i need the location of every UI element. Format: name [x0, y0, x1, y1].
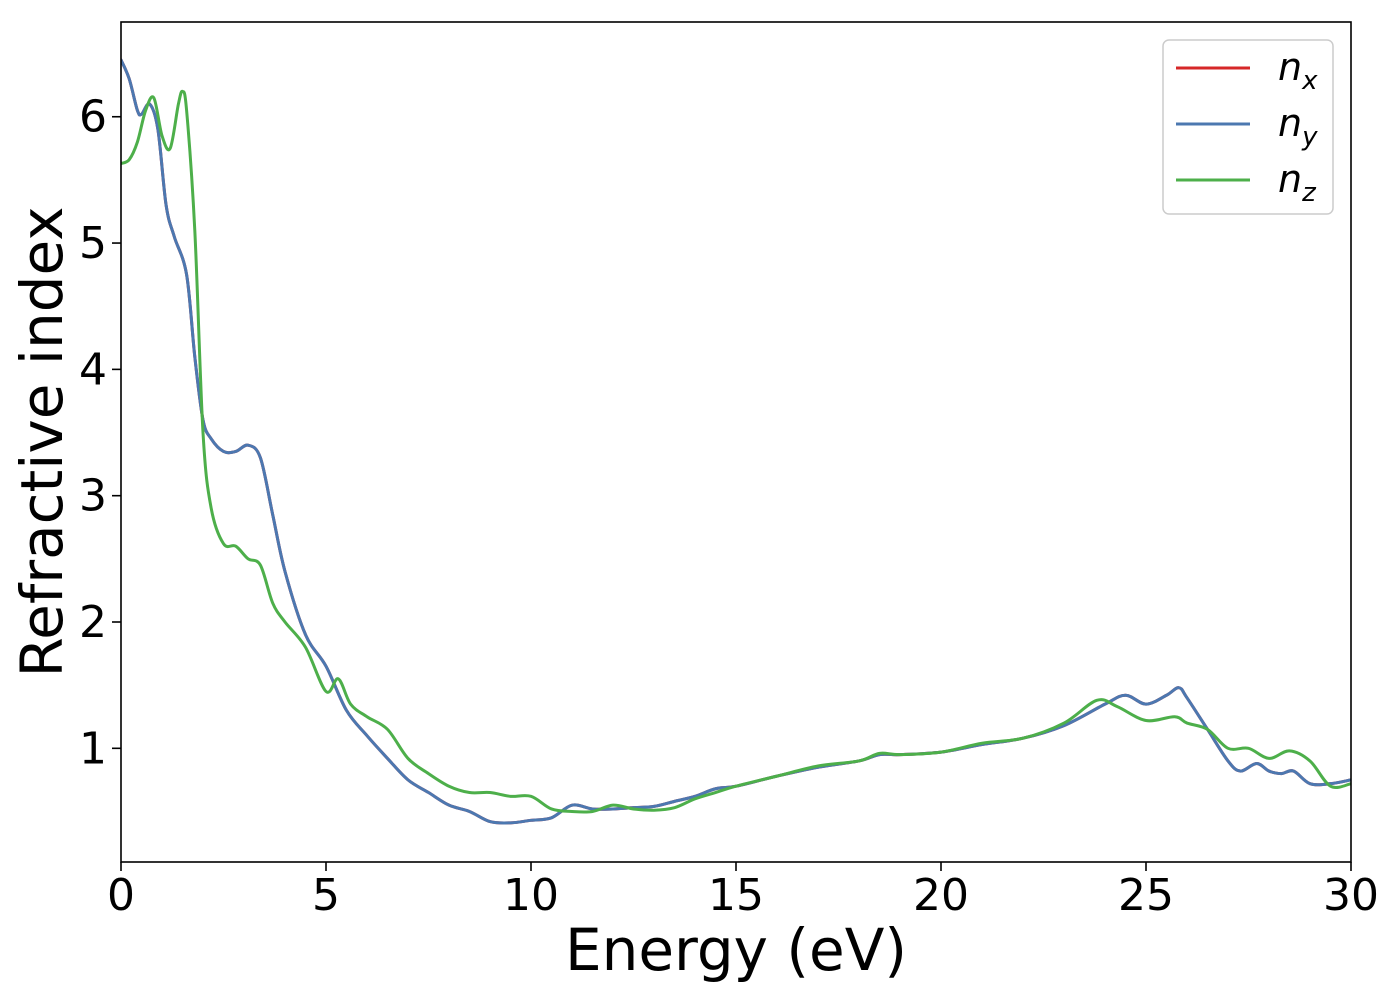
legend-label-nx: nx	[1278, 45, 1318, 96]
x-tick-label: 10	[503, 870, 559, 921]
x-tick-label: 25	[1118, 870, 1174, 921]
y-tick-label: 1	[79, 723, 107, 774]
x-tick-label: 30	[1323, 870, 1379, 921]
y-tick-label: 3	[79, 471, 107, 522]
legend-label-ny: ny	[1278, 101, 1318, 152]
y-tick-label: 6	[79, 92, 107, 143]
y-axis-ticks: 1 2 3 4 5 6	[79, 92, 121, 774]
series-line-nz	[121, 89, 1351, 814]
y-tick-label: 5	[79, 218, 107, 269]
x-tick-label: 15	[708, 870, 764, 921]
x-axis-label: Energy (eV)	[565, 916, 907, 984]
x-tick-label: 5	[312, 870, 340, 921]
y-axis-label: Refractive index	[8, 206, 76, 677]
legend-label-nz: nz	[1278, 157, 1317, 208]
y-tick-label: 4	[79, 344, 107, 395]
series-line-ny	[121, 58, 1351, 825]
x-tick-label: 20	[913, 870, 969, 921]
y-tick-label: 2	[79, 597, 107, 648]
x-axis-ticks: 0 5 10 15 20 25 30	[107, 862, 1379, 921]
series-layer	[121, 58, 1351, 825]
x-tick-label: 0	[107, 870, 135, 921]
legend-frame	[1162, 39, 1334, 215]
